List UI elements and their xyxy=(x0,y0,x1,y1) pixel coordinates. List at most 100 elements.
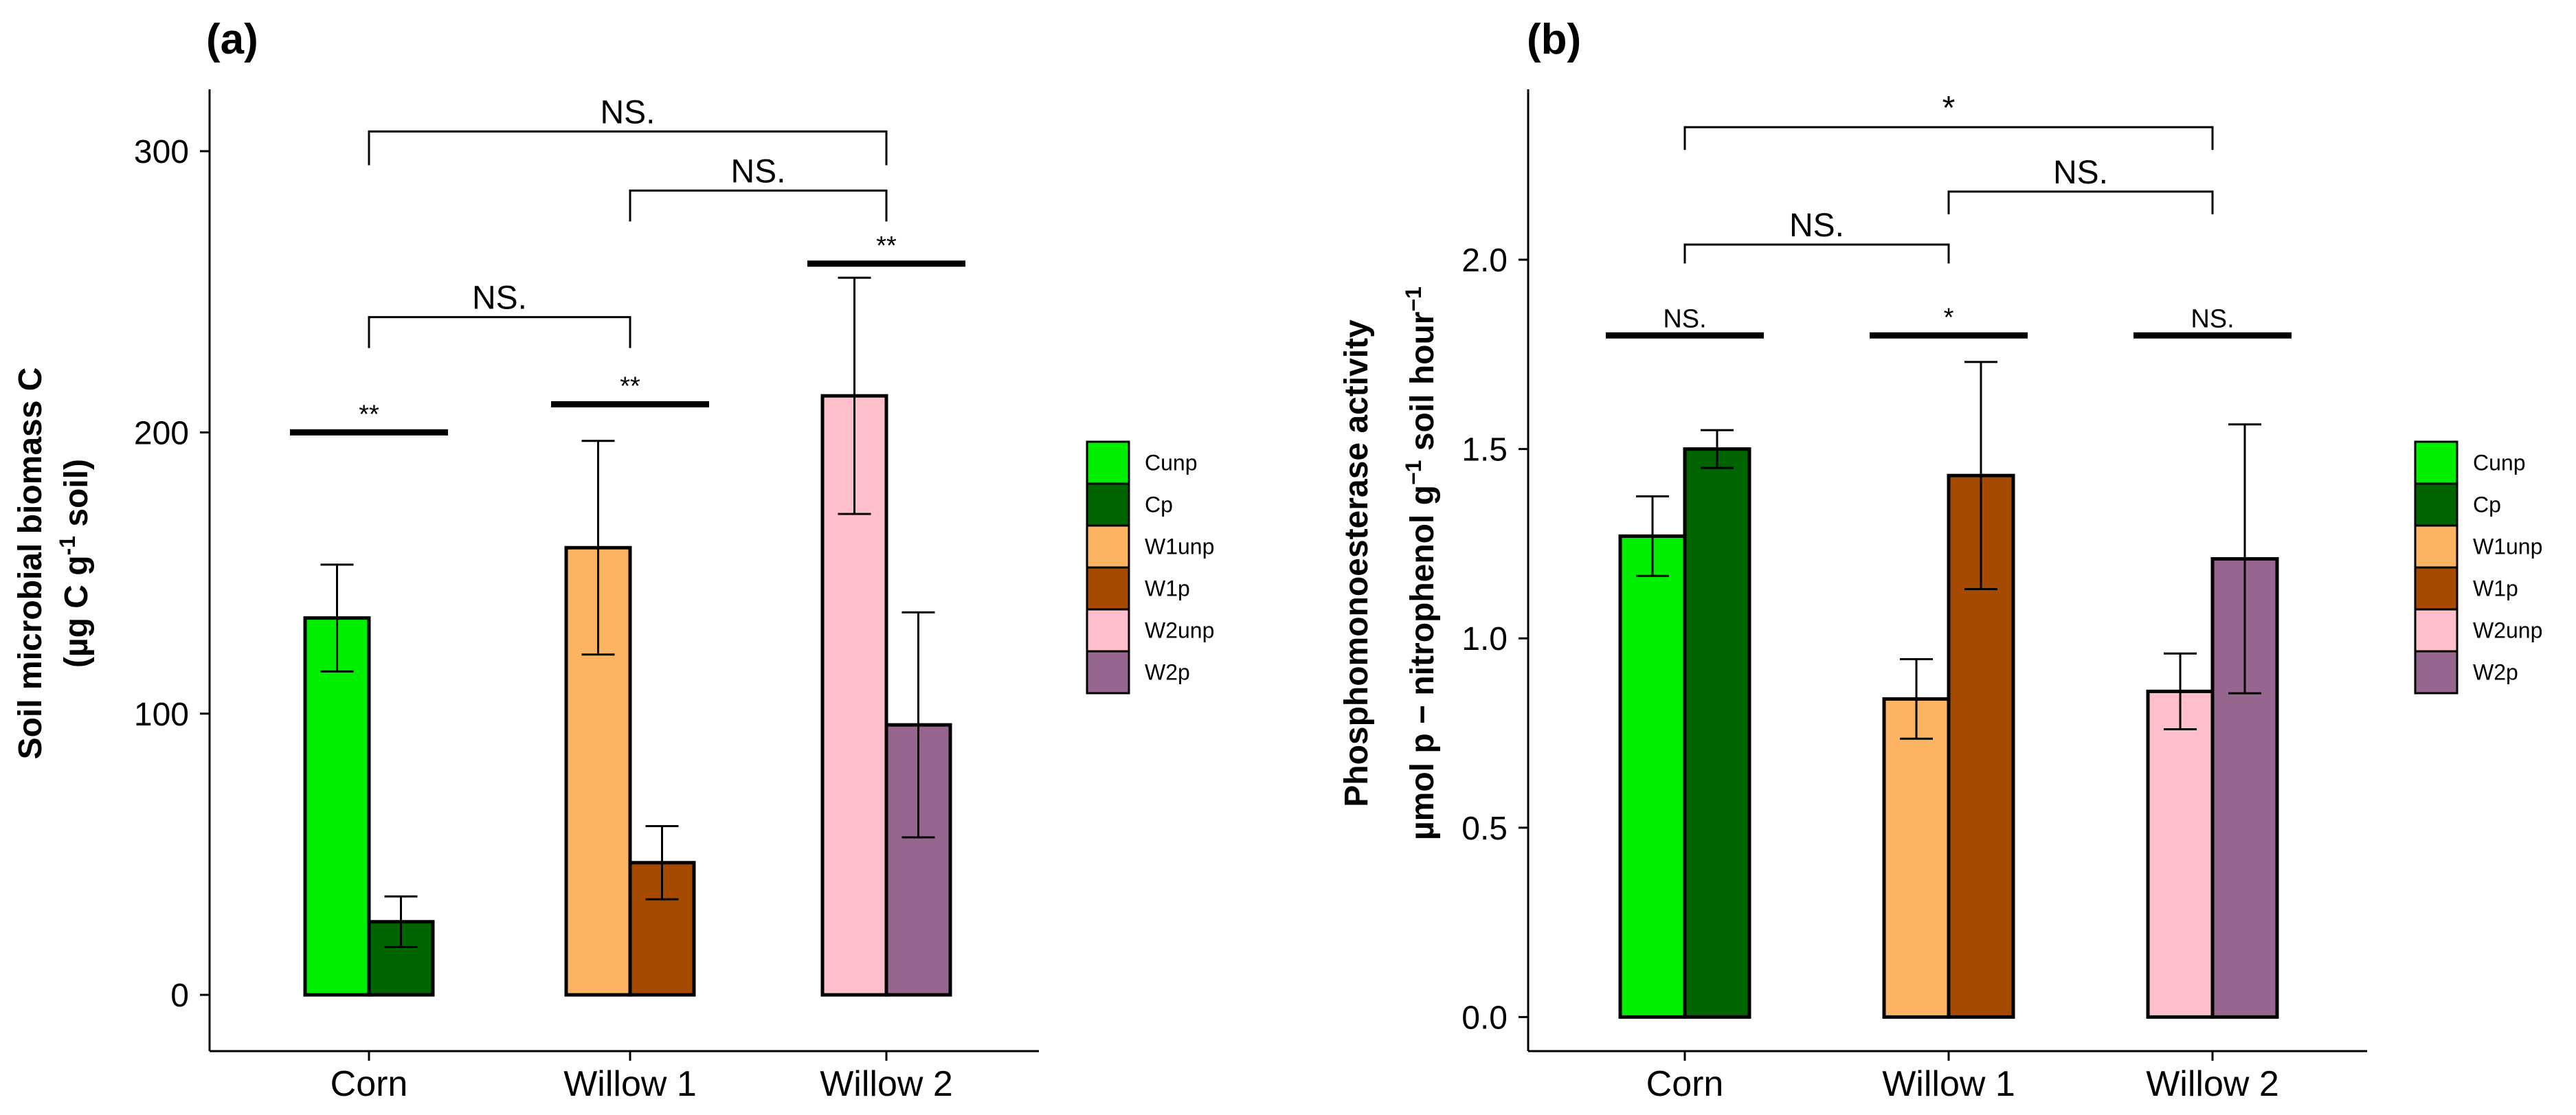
panel-b-x-tick-label: Willow 1 xyxy=(1882,1064,2015,1104)
panel-a-y-tick-label: 100 xyxy=(134,697,189,733)
legend-swatch xyxy=(1086,524,1130,569)
panel-a-y-axis-title-line2: (µg C g-1 soil) xyxy=(55,459,95,668)
panel-a-comparison-bracket: NS. xyxy=(629,153,888,222)
panel-b-error-bar-w2p xyxy=(2228,423,2261,695)
panel-a-y-ticks: 0 100 200 300 xyxy=(134,134,210,1014)
legend-label: Cunp xyxy=(1145,451,1198,475)
legend-label: W2p xyxy=(2473,660,2518,685)
legend-label: W2unp xyxy=(1145,618,1214,643)
panel-a-error-bar-w2p xyxy=(901,611,935,839)
panel-a-legend-item: W2p xyxy=(1086,650,1190,695)
panel-a-comparison-bracket: NS. xyxy=(368,280,631,348)
panel-a-y-axis-label: Soil microbial biomass C (µg C g-1 soil) xyxy=(12,368,95,760)
panel-a-legend-item: W1unp xyxy=(1086,524,1214,569)
panel-a-y-tick-label: 0 xyxy=(170,978,189,1014)
panel-a-label: (a) xyxy=(206,16,258,63)
panel-a-error-bar-w1unp xyxy=(581,440,615,656)
panel-b-within-sig-label: NS. xyxy=(1663,304,1706,333)
legend-label: W1unp xyxy=(2473,534,2542,559)
panel-a-x-tick-label: Willow 2 xyxy=(820,1064,953,1104)
panel-b-bar-cp xyxy=(1683,447,1751,1019)
legend-label: W2p xyxy=(1145,660,1190,685)
panel-b-error-bar-cunp xyxy=(1636,495,1669,577)
panel-b-y-tick-label: 2.0 xyxy=(1461,243,1508,279)
panel-b-within-sig-label: * xyxy=(1944,303,1954,332)
legend-swatch xyxy=(2414,650,2459,695)
panel-a-error-bar-w1p xyxy=(645,825,679,901)
panel-a-x-tick-label: Willow 1 xyxy=(563,1064,697,1104)
bracket-line xyxy=(629,189,888,222)
bracket-line xyxy=(368,316,631,348)
panel-b-legend: Cunp Cp W1unp W1p W2unp W2p xyxy=(2414,440,2542,695)
panel-b-y-axis-label: Phosphomonoesterase activity µmol p − ni… xyxy=(1339,286,1441,840)
panel-b-x-tick-label: Corn xyxy=(1646,1064,1724,1104)
legend-swatch xyxy=(1086,650,1130,695)
panel-b-legend-item: W1p xyxy=(2414,566,2518,611)
legend-swatch xyxy=(2414,482,2459,527)
panel-b-phosphomonoesterase-activity: (b) Phosphomonoesterase activity µmol p … xyxy=(1339,16,2542,1104)
panel-b-y-axis-title-line1: Phosphomonoesterase activity xyxy=(1339,319,1375,807)
panel-a-x-tick-label: Corn xyxy=(331,1064,408,1104)
panel-b-error-bar-w2unp xyxy=(2164,652,2197,730)
panel-a-legend: Cunp Cp W1unp W1p W2unp W2p xyxy=(1086,440,1214,695)
panel-a-legend-item: W2unp xyxy=(1086,608,1214,653)
panel-a-within-sig-label: ** xyxy=(620,372,640,401)
legend-label: W1p xyxy=(2473,576,2518,601)
bracket-label: NS. xyxy=(1789,207,1844,244)
panel-b-error-bar-cp xyxy=(1701,429,1734,469)
panel-a-legend-item: W1p xyxy=(1086,566,1190,611)
legend-swatch xyxy=(1086,608,1130,653)
panel-b-bar-w2unp xyxy=(2146,689,2215,1019)
legend-swatch xyxy=(2414,524,2459,569)
legend-label: W1p xyxy=(1145,576,1190,601)
panel-a-within-sig-label: ** xyxy=(359,400,379,429)
panel-a-bars xyxy=(303,276,952,997)
bracket-label: NS. xyxy=(2053,155,2108,191)
legend-swatch xyxy=(2414,608,2459,653)
legend-swatch xyxy=(1086,440,1130,485)
bracket-label: * xyxy=(1942,90,1956,126)
panel-b-bar-cunp xyxy=(1618,534,1687,1019)
panel-a-y-tick-label: 300 xyxy=(134,134,189,170)
panel-b-bar-w1unp xyxy=(1882,697,1951,1019)
panel-b-within-sig-label: NS. xyxy=(2191,304,2234,333)
panel-b-significance: NS. * NS. * NS. NS. xyxy=(1606,90,2292,339)
panel-b-bars xyxy=(1618,361,2279,1019)
panel-b-legend-item: W1unp xyxy=(2414,524,2542,569)
panel-b-y-tick-label: 1.5 xyxy=(1461,432,1508,469)
panel-b-comparison-bracket: NS. xyxy=(1947,155,2214,214)
panel-a-soil-microbial-biomass: (a) Soil microbial biomass C (µg C g-1 s… xyxy=(12,16,1214,1104)
panel-a-y-tick-label: 200 xyxy=(134,415,189,451)
bracket-line xyxy=(1947,190,2214,214)
panel-b-x-ticks: Corn Willow 1 Willow 2 xyxy=(1646,1051,2279,1104)
legend-swatch xyxy=(1086,566,1130,611)
bracket-label: NS. xyxy=(730,153,785,190)
panel-b-comparison-bracket: * xyxy=(1683,90,2214,150)
panel-a-legend-item: Cunp xyxy=(1086,440,1198,485)
legend-label: Cp xyxy=(2473,493,2501,517)
legend-label: Cunp xyxy=(2473,451,2526,475)
panel-b-error-bar-w1unp xyxy=(1900,658,1933,740)
panel-b-legend-item: Cunp xyxy=(2414,440,2526,485)
panel-a-within-sig-label: ** xyxy=(876,232,897,260)
bracket-label: NS. xyxy=(472,280,527,317)
panel-b-legend-item: W2unp xyxy=(2414,608,2542,653)
panel-b-x-tick-label: Willow 2 xyxy=(2146,1064,2279,1104)
legend-label: Cp xyxy=(1145,493,1173,517)
panel-b-error-bar-w1p xyxy=(1964,361,1997,591)
panel-b-legend-item: W2p xyxy=(2414,650,2518,695)
panel-b-y-axis-title-line2: µmol p − nitrophenol g−1 soil hour−1 xyxy=(1401,286,1441,840)
panel-b-label: (b) xyxy=(1527,16,1581,63)
panel-a-error-bar-cunp xyxy=(320,563,354,673)
panel-a-error-bar-cp xyxy=(384,895,418,949)
panel-b-y-tick-label: 0.5 xyxy=(1461,811,1508,847)
legend-swatch xyxy=(2414,440,2459,485)
panel-a-comparison-bracket: NS. xyxy=(368,94,888,166)
panel-a-x-ticks: Corn Willow 1 Willow 2 xyxy=(331,1051,953,1104)
panel-b-y-tick-label: 0.0 xyxy=(1461,1000,1508,1036)
panel-a-error-bar-w2unp xyxy=(838,276,871,515)
legend-label: W2unp xyxy=(2473,618,2542,643)
panel-b-legend-item: Cp xyxy=(2414,482,2501,527)
legend-label: W1unp xyxy=(1145,534,1214,559)
